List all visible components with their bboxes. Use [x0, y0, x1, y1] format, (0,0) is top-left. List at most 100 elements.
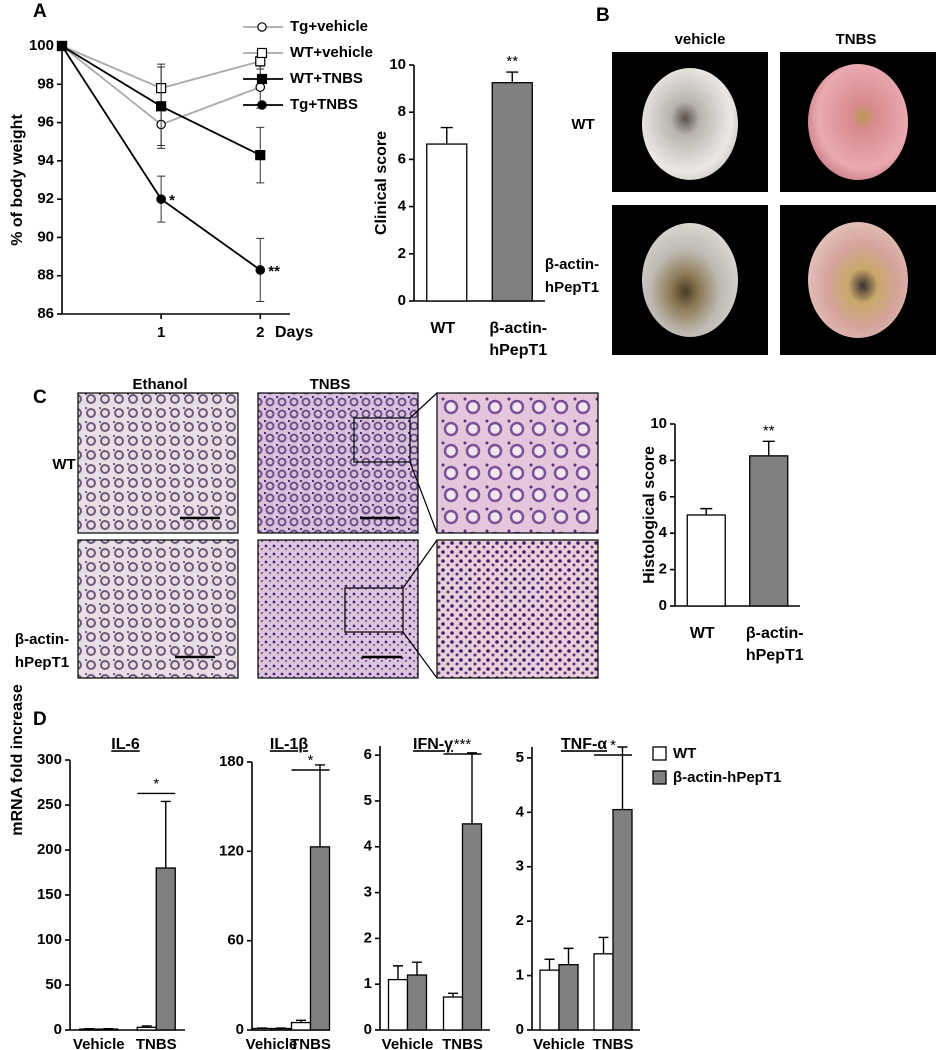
y-tick-label: 92 — [37, 190, 54, 207]
y-tick-label: 2 — [516, 912, 524, 929]
y-tick-label: 4 — [659, 524, 668, 541]
y-tick-label: 96 — [37, 114, 54, 131]
x-tick-label: Vehicle — [73, 1036, 125, 1050]
bar — [442, 996, 464, 1031]
x-tick-label: β-actin-hPepT1 — [489, 320, 547, 359]
y-tick-label: 5 — [364, 792, 372, 809]
legend-label: Tg+vehicle — [290, 18, 368, 35]
y-tick-label: 8 — [398, 103, 406, 120]
y-tick-label: 3 — [516, 858, 524, 875]
histology-images — [77, 392, 599, 679]
y-tick-label: 0 — [398, 292, 406, 309]
legend-label: β-actin-hPepT1 — [673, 769, 781, 786]
bar — [612, 808, 633, 1031]
bar — [309, 846, 331, 1031]
x-tick-label: TNBS — [290, 1036, 331, 1050]
error-bar — [393, 965, 403, 980]
data-point — [255, 82, 266, 92]
x-tick-label: WT — [690, 625, 715, 642]
column-label: Ethanol — [133, 376, 188, 393]
panel-label: C — [33, 387, 47, 408]
y-axis-label: Histological score — [641, 446, 658, 584]
error-bar — [544, 958, 555, 971]
annotation: * — [153, 775, 159, 792]
y-axis-label: mRNA fold increase — [9, 684, 26, 836]
x-tick-label: TNBS — [442, 1036, 483, 1050]
y-tick-label: 100 — [29, 37, 54, 54]
bar — [593, 953, 614, 1031]
bar — [686, 514, 726, 607]
row-label: β-actin-hPepT1 — [545, 256, 599, 296]
y-tick-label: 2 — [398, 245, 406, 262]
y-tick-label: 60 — [227, 932, 244, 949]
y-tick-label: 86 — [37, 305, 54, 322]
bar — [539, 969, 560, 1031]
y-tick-label: 6 — [659, 488, 667, 505]
annotation: ** — [268, 263, 280, 280]
y-tick-label: 4 — [364, 838, 373, 855]
y-tick-label: 0 — [659, 597, 667, 614]
y-tick-label: 0 — [54, 1021, 62, 1038]
y-tick-label: 90 — [37, 228, 54, 245]
x-tick-label: TNBS — [593, 1036, 634, 1050]
x-tick-label: WT — [430, 320, 455, 337]
bar — [251, 1027, 273, 1031]
y-tick-label: 3 — [364, 884, 372, 901]
legend-marker — [256, 73, 268, 85]
error-bar — [598, 936, 609, 954]
error-bar — [762, 440, 775, 456]
error-bar — [160, 800, 171, 868]
y-tick-label: 150 — [37, 886, 62, 903]
annotation: ** — [763, 422, 775, 439]
bar — [290, 1021, 312, 1031]
bar — [426, 143, 468, 302]
y-tick-label: 4 — [398, 198, 407, 215]
row-label: WT — [571, 116, 594, 133]
legend-label: WT+vehicle — [290, 44, 373, 61]
y-tick-label: 0 — [236, 1021, 244, 1038]
error-bar — [467, 752, 477, 824]
legend-label: Tg+TNBS — [290, 96, 358, 113]
annotation: * — [308, 752, 314, 769]
y-tick-label: 50 — [45, 976, 62, 993]
chart-title: IL-6 — [111, 736, 140, 753]
y-tick-label: 250 — [37, 796, 62, 813]
y-tick-label: 1 — [516, 967, 524, 984]
data-point — [255, 150, 266, 161]
legend-swatch — [652, 770, 667, 785]
bar — [558, 964, 579, 1031]
bar — [155, 867, 176, 1031]
y-tick-label: 4 — [516, 803, 525, 820]
bar — [406, 974, 428, 1031]
bar — [749, 455, 789, 607]
error-bar — [412, 961, 422, 976]
legend-marker — [257, 100, 267, 110]
annotation: * — [169, 192, 175, 209]
x-tick-label: β-actin-hPepT1 — [746, 625, 804, 664]
error-bar — [700, 507, 713, 515]
legend-swatch — [652, 746, 667, 761]
chart-title: IL-1β — [270, 736, 308, 753]
y-tick-label: 300 — [37, 751, 62, 768]
x-tick-label: TNBS — [136, 1036, 177, 1050]
bar — [270, 1027, 292, 1031]
x-tick-label: Vehicle — [246, 1036, 298, 1050]
annotation: * — [610, 737, 616, 754]
legend-label: WT — [673, 745, 696, 762]
bar — [387, 978, 409, 1031]
x-tick-label: 2 — [256, 324, 264, 341]
y-tick-label: 10 — [650, 415, 667, 432]
error-bar — [440, 126, 453, 145]
y-tick-label: 2 — [364, 929, 372, 946]
y-axis-label: % of body weight — [9, 114, 26, 246]
y-tick-label: 180 — [219, 753, 244, 770]
y-tick-label: 5 — [516, 749, 524, 766]
legend-marker — [256, 47, 268, 59]
endoscopy-images — [612, 52, 936, 355]
y-tick-label: 0 — [516, 1021, 524, 1038]
y-tick-label: 6 — [398, 150, 406, 167]
y-tick-label: 8 — [659, 451, 667, 468]
bar — [461, 823, 483, 1031]
y-tick-label: 94 — [37, 152, 54, 169]
y-tick-label: 120 — [219, 842, 244, 859]
